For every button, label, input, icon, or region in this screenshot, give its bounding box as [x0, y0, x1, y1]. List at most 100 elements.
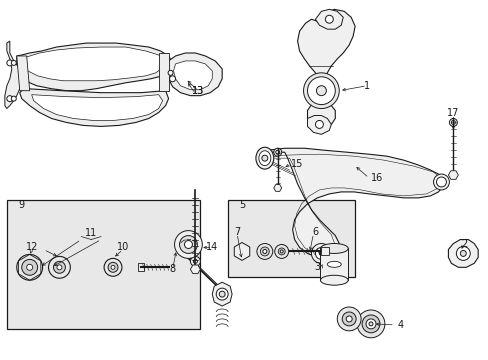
Text: 15: 15: [291, 159, 303, 169]
Circle shape: [436, 177, 446, 187]
Circle shape: [169, 76, 175, 82]
Text: 2: 2: [460, 239, 467, 248]
Text: 6: 6: [312, 226, 318, 237]
Circle shape: [17, 255, 42, 280]
Bar: [321, 247, 328, 255]
Circle shape: [366, 319, 375, 329]
Circle shape: [275, 150, 279, 154]
Circle shape: [280, 250, 283, 253]
Circle shape: [27, 264, 33, 270]
Circle shape: [104, 258, 122, 276]
Text: 8: 8: [169, 264, 175, 274]
Circle shape: [278, 248, 285, 255]
Bar: [7, 200, 200, 329]
Text: 16: 16: [370, 173, 382, 183]
Text: 3: 3: [314, 262, 320, 272]
Circle shape: [319, 251, 323, 255]
Circle shape: [316, 86, 325, 96]
Ellipse shape: [258, 151, 270, 166]
Circle shape: [263, 249, 266, 253]
Text: 13: 13: [192, 86, 204, 96]
Circle shape: [346, 316, 351, 322]
Text: 1: 1: [363, 81, 369, 91]
Circle shape: [111, 265, 115, 269]
Circle shape: [303, 73, 339, 109]
Polygon shape: [273, 185, 281, 192]
Circle shape: [262, 155, 267, 161]
Circle shape: [368, 322, 372, 326]
Polygon shape: [173, 61, 212, 90]
Circle shape: [356, 310, 384, 338]
Circle shape: [11, 60, 16, 66]
Circle shape: [21, 260, 38, 275]
Ellipse shape: [255, 147, 273, 169]
Ellipse shape: [320, 243, 347, 253]
Polygon shape: [5, 41, 21, 109]
Polygon shape: [297, 9, 354, 129]
Circle shape: [311, 243, 331, 264]
Text: 14: 14: [206, 243, 218, 252]
Polygon shape: [447, 239, 477, 267]
Circle shape: [179, 235, 197, 253]
Bar: [138, 264, 143, 271]
Polygon shape: [190, 265, 200, 274]
Text: 17: 17: [446, 108, 459, 117]
Text: 11: 11: [85, 228, 97, 238]
Text: 7: 7: [233, 226, 240, 237]
Polygon shape: [24, 47, 164, 81]
Circle shape: [184, 240, 192, 248]
Ellipse shape: [320, 275, 347, 285]
Text: 12: 12: [25, 243, 38, 252]
Text: 10: 10: [117, 243, 129, 252]
Polygon shape: [257, 148, 443, 260]
Circle shape: [108, 262, 118, 272]
Polygon shape: [212, 282, 232, 306]
Circle shape: [240, 249, 244, 253]
Circle shape: [459, 251, 466, 256]
Circle shape: [342, 312, 355, 326]
Circle shape: [307, 77, 335, 105]
Circle shape: [11, 96, 16, 101]
Circle shape: [57, 265, 62, 270]
Circle shape: [193, 260, 197, 264]
Circle shape: [168, 70, 173, 75]
Circle shape: [7, 60, 13, 66]
Circle shape: [237, 247, 246, 256]
Polygon shape: [315, 9, 343, 29]
Circle shape: [219, 291, 224, 297]
Bar: [320, 248, 347, 280]
Polygon shape: [447, 171, 457, 179]
Circle shape: [174, 231, 202, 258]
Circle shape: [433, 174, 448, 190]
Polygon shape: [17, 56, 30, 91]
Text: 9: 9: [19, 200, 25, 210]
Circle shape: [450, 121, 454, 125]
Circle shape: [48, 256, 70, 278]
Circle shape: [274, 244, 288, 258]
Circle shape: [7, 96, 13, 102]
Polygon shape: [158, 53, 168, 91]
Circle shape: [216, 288, 228, 300]
Polygon shape: [167, 53, 222, 96]
Text: 5: 5: [239, 200, 244, 210]
Ellipse shape: [326, 261, 341, 267]
Circle shape: [361, 315, 379, 333]
Circle shape: [315, 247, 326, 260]
Polygon shape: [234, 243, 249, 260]
Circle shape: [337, 307, 360, 331]
Circle shape: [315, 121, 323, 129]
Circle shape: [260, 247, 269, 256]
Text: 13: 13: [192, 86, 204, 96]
Circle shape: [448, 118, 456, 126]
Circle shape: [190, 256, 200, 266]
Circle shape: [455, 247, 469, 260]
Polygon shape: [307, 116, 331, 134]
Polygon shape: [32, 95, 163, 121]
Text: 4: 4: [397, 320, 403, 330]
Circle shape: [273, 148, 281, 156]
Polygon shape: [17, 43, 172, 91]
Bar: [228, 200, 354, 277]
Circle shape: [53, 261, 65, 273]
Circle shape: [256, 243, 272, 260]
Polygon shape: [20, 89, 168, 126]
